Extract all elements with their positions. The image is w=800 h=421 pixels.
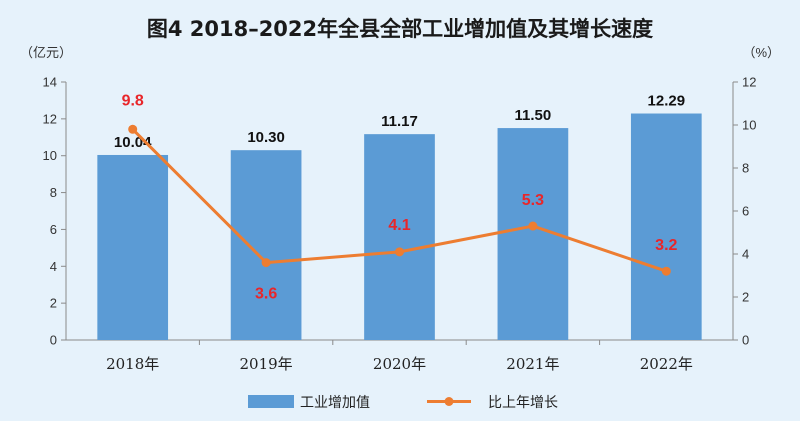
chart-title: 图4 2018–2022年全县全部工业增加值及其增长速度 <box>147 17 653 41</box>
bar-data-label: 10.30 <box>247 129 285 146</box>
bar <box>97 154 169 340</box>
line-data-label: 3.2 <box>655 237 677 254</box>
y-right-tick-label: 12 <box>742 75 756 90</box>
line-point <box>395 247 404 257</box>
x-category-labels: 2018年 2019年 2020年 2021年 2022年 <box>106 355 693 373</box>
bar <box>630 113 702 341</box>
y-right-ticks: 0 2 4 6 8 10 12 <box>733 75 756 348</box>
y-right-unit-label: （%） <box>742 45 780 60</box>
legend-line-marker <box>444 397 454 406</box>
y-right-tick-label: 6 <box>742 204 749 219</box>
bar-series <box>97 113 702 341</box>
y-left-tick-label: 14 <box>43 75 57 90</box>
line-data-label: 4.1 <box>388 217 410 234</box>
line-data-label: 5.3 <box>522 192 544 209</box>
line-data-label: 3.6 <box>255 286 277 303</box>
y-left-ticks: 0 2 4 6 8 10 12 14 <box>43 75 601 348</box>
line-point <box>128 124 138 134</box>
y-left-tick-label: 2 <box>50 296 57 311</box>
line-point <box>261 258 271 268</box>
bar <box>230 150 302 340</box>
x-category-label: 2019年 <box>240 355 293 373</box>
y-left-tick-label: 4 <box>50 259 57 274</box>
y-right-tick-label: 4 <box>742 247 749 262</box>
x-category-label: 2022年 <box>640 355 693 373</box>
bar <box>364 134 435 340</box>
y-right-tick-label: 8 <box>742 161 749 176</box>
x-category-label: 2018年 <box>106 355 159 373</box>
legend-bar-swatch <box>248 395 294 408</box>
y-left-unit-label: （亿元） <box>20 45 72 60</box>
bar-data-label: 11.50 <box>515 107 552 124</box>
y-right-tick-label: 2 <box>742 290 749 305</box>
line-data-labels: 9.8 3.6 4.1 5.3 3.2 <box>122 92 678 302</box>
legend: 工业增加值 比上年增长 <box>248 395 558 411</box>
x-category-label: 2020年 <box>373 355 426 373</box>
y-left-tick-label: 12 <box>43 111 57 126</box>
y-left-tick-label: 0 <box>50 333 57 348</box>
line-data-label: 9.8 <box>122 92 144 109</box>
y-right-tick-label: 10 <box>742 118 756 133</box>
line-point <box>661 266 671 276</box>
y-left-tick-label: 8 <box>50 185 57 200</box>
line-series <box>128 124 671 276</box>
legend-bar-label: 工业增加值 <box>300 395 370 411</box>
y-right-tick-label: 0 <box>742 333 749 348</box>
x-category-label: 2021年 <box>506 355 559 373</box>
y-left-tick-label: 10 <box>43 148 57 163</box>
bar-data-label: 12.29 <box>648 93 686 110</box>
bar-data-label: 11.17 <box>381 113 418 130</box>
y-left-tick-label: 6 <box>50 222 57 237</box>
legend-line-label: 比上年增长 <box>488 395 558 411</box>
line-point <box>528 221 538 231</box>
